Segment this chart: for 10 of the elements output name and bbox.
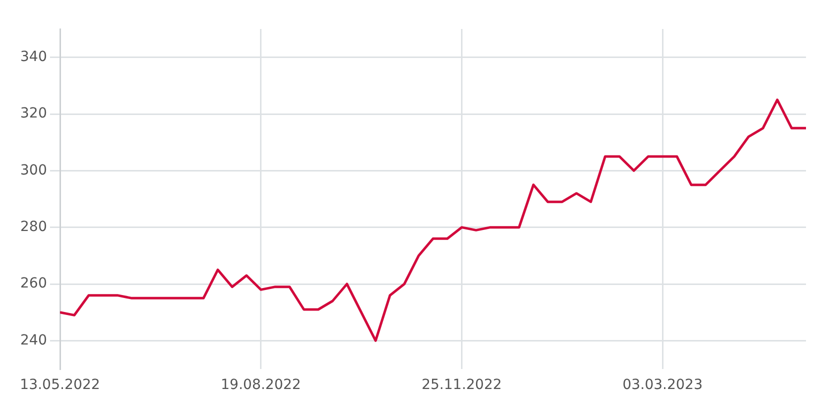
y-tick-label: 240 — [20, 332, 47, 348]
x-tick-label: 19.08.2022 — [220, 377, 301, 394]
y-tick-label: 280 — [20, 218, 47, 235]
x-tick-label: 03.03.2023 — [622, 377, 703, 394]
y-tick-label: 340 — [20, 48, 47, 65]
y-tick-label: 320 — [20, 106, 47, 122]
x-tick-label: 13.05.2022 — [20, 377, 100, 394]
y-tick-label: 260 — [20, 276, 47, 292]
y-tick-label: 300 — [20, 162, 47, 178]
x-tick-label: 25.11.2022 — [422, 377, 502, 394]
